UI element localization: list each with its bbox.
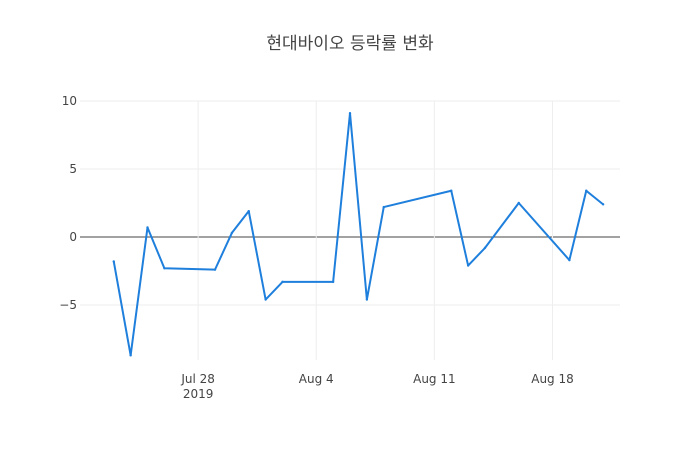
data-point (568, 258, 571, 262)
data-point (585, 189, 588, 192)
chart-title: 현대바이오 등락률 변화 (266, 34, 434, 54)
data-point (365, 298, 369, 301)
data-point (450, 189, 453, 192)
data-point (601, 203, 605, 206)
data-point (483, 246, 487, 250)
data-point (281, 280, 284, 284)
data-point (247, 209, 250, 213)
series-layer (112, 112, 605, 357)
x-tick-label: Aug 18 (531, 372, 574, 386)
series-line (112, 112, 604, 357)
data-point (466, 264, 470, 267)
data-point (331, 280, 335, 284)
data-point (112, 260, 115, 263)
data-point (213, 268, 217, 271)
y-tick-label: 0 (69, 230, 77, 244)
y-tick-label: 5 (69, 162, 77, 176)
x-tick-label: Jul 28 (180, 372, 215, 386)
x-tick-label: Aug 11 (413, 372, 456, 386)
data-point (129, 354, 132, 357)
data-point (230, 231, 234, 235)
data-point (382, 205, 385, 209)
data-point (163, 267, 166, 270)
x-tick-label: Aug 4 (299, 372, 334, 386)
grid-layer (80, 100, 620, 360)
y-tick-label: −5 (59, 298, 77, 312)
data-point (517, 201, 520, 205)
y-tick-label: 10 (62, 94, 77, 108)
data-point (348, 112, 352, 115)
data-point (146, 226, 149, 229)
data-point (264, 298, 267, 301)
x-tick-sublabel: 2019 (183, 387, 214, 401)
